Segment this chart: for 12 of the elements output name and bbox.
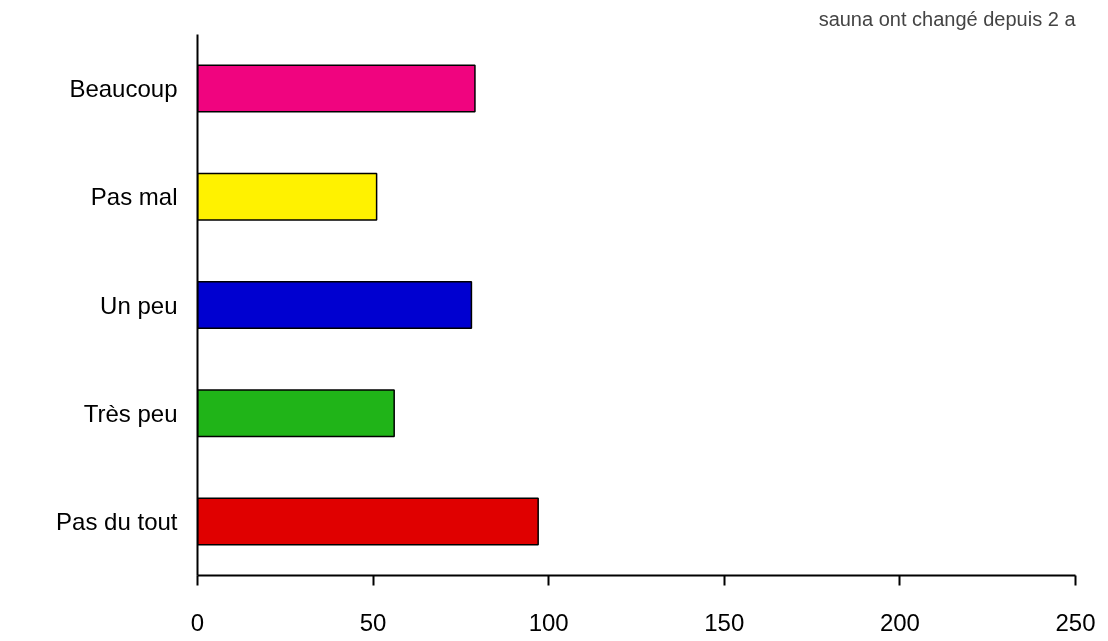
x-tick-label: 0 xyxy=(190,608,205,636)
y-tick-label: Pas du tout xyxy=(56,507,178,535)
y-tick-label: Pas mal xyxy=(90,183,178,211)
x-tick-label: 50 xyxy=(359,608,387,636)
x-tick-label: 200 xyxy=(879,608,920,636)
x-tick-label: 250 xyxy=(1055,608,1096,636)
x-tick-label: 100 xyxy=(528,608,569,636)
x-tick-label: 150 xyxy=(704,608,745,636)
y-tick-label: Très peu xyxy=(83,399,178,427)
y-tick-label: Un peu xyxy=(100,291,178,319)
y-tick-label: Beaucoup xyxy=(69,75,178,103)
chart-title: sauna ont changé depuis 2 a xyxy=(818,7,1077,30)
